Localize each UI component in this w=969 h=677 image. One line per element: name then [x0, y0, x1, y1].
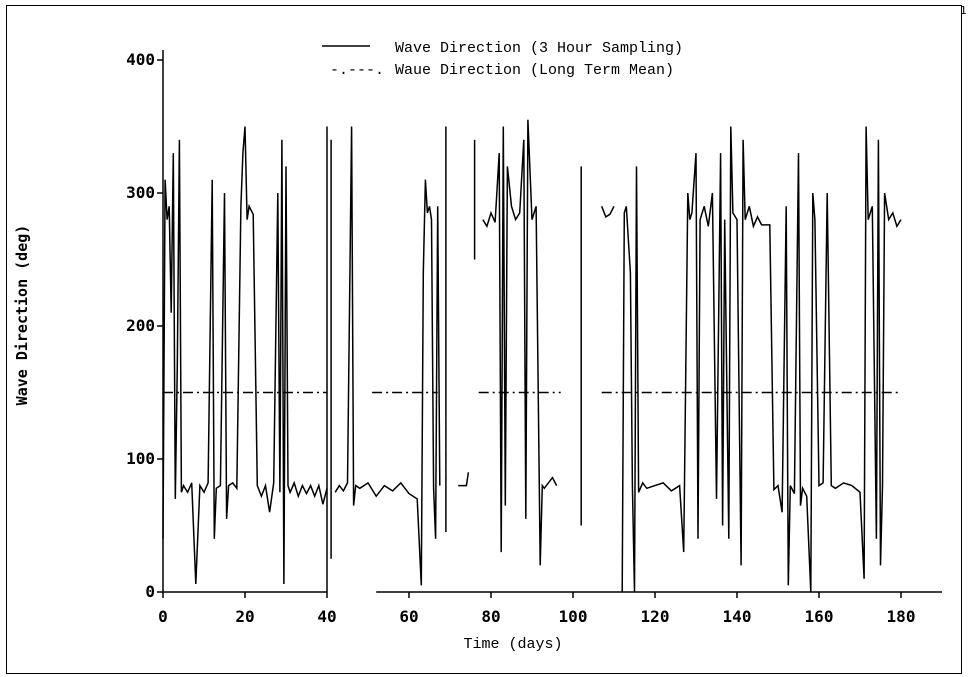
- series-sampling-line: [621, 126, 902, 593]
- series-sampling-line: [334, 126, 441, 586]
- series-sampling-line: [162, 126, 328, 585]
- chart-legend: Wave Direction (3 Hour Sampling) -.---. …: [322, 40, 683, 79]
- x-tick-label: 100: [559, 607, 588, 626]
- series-layer: [162, 119, 902, 593]
- x-tick-label: 160: [805, 607, 834, 626]
- x-tick-label: 20: [235, 607, 254, 626]
- legend-label-sampling: Wave Direction (3 Hour Sampling): [395, 40, 683, 57]
- x-tick-label: 60: [399, 607, 418, 626]
- y-tick-label: 200: [126, 316, 155, 335]
- y-tick-label: 100: [126, 449, 155, 468]
- x-tick-label: 180: [887, 607, 916, 626]
- x-tick-label: 80: [481, 607, 500, 626]
- x-tick-label: 0: [158, 607, 168, 626]
- page-number: 1: [960, 4, 967, 17]
- series-sampling-line: [601, 205, 615, 219]
- x-tick-label: 140: [723, 607, 752, 626]
- legend-swatch-dashdot: -.---.: [330, 62, 384, 79]
- y-tick-label: 300: [126, 183, 155, 202]
- series-sampling-line: [458, 472, 470, 487]
- chart-axes: 0 100 200 300 400 0 20 40 60 80 100 120 140 160 180: [126, 50, 942, 626]
- chart-frame: [6, 5, 962, 674]
- y-axis-label: Wave Direction (deg): [13, 225, 31, 406]
- y-tick-label: 0: [145, 582, 155, 601]
- x-axis-label: Time (days): [463, 636, 562, 653]
- y-tick-label: 400: [126, 50, 155, 69]
- legend-label-mean: Waue Direction (Long Term Mean): [395, 62, 674, 79]
- x-tick-label: 40: [317, 607, 336, 626]
- series-sampling-line: [482, 119, 558, 566]
- x-tick-label: 120: [641, 607, 670, 626]
